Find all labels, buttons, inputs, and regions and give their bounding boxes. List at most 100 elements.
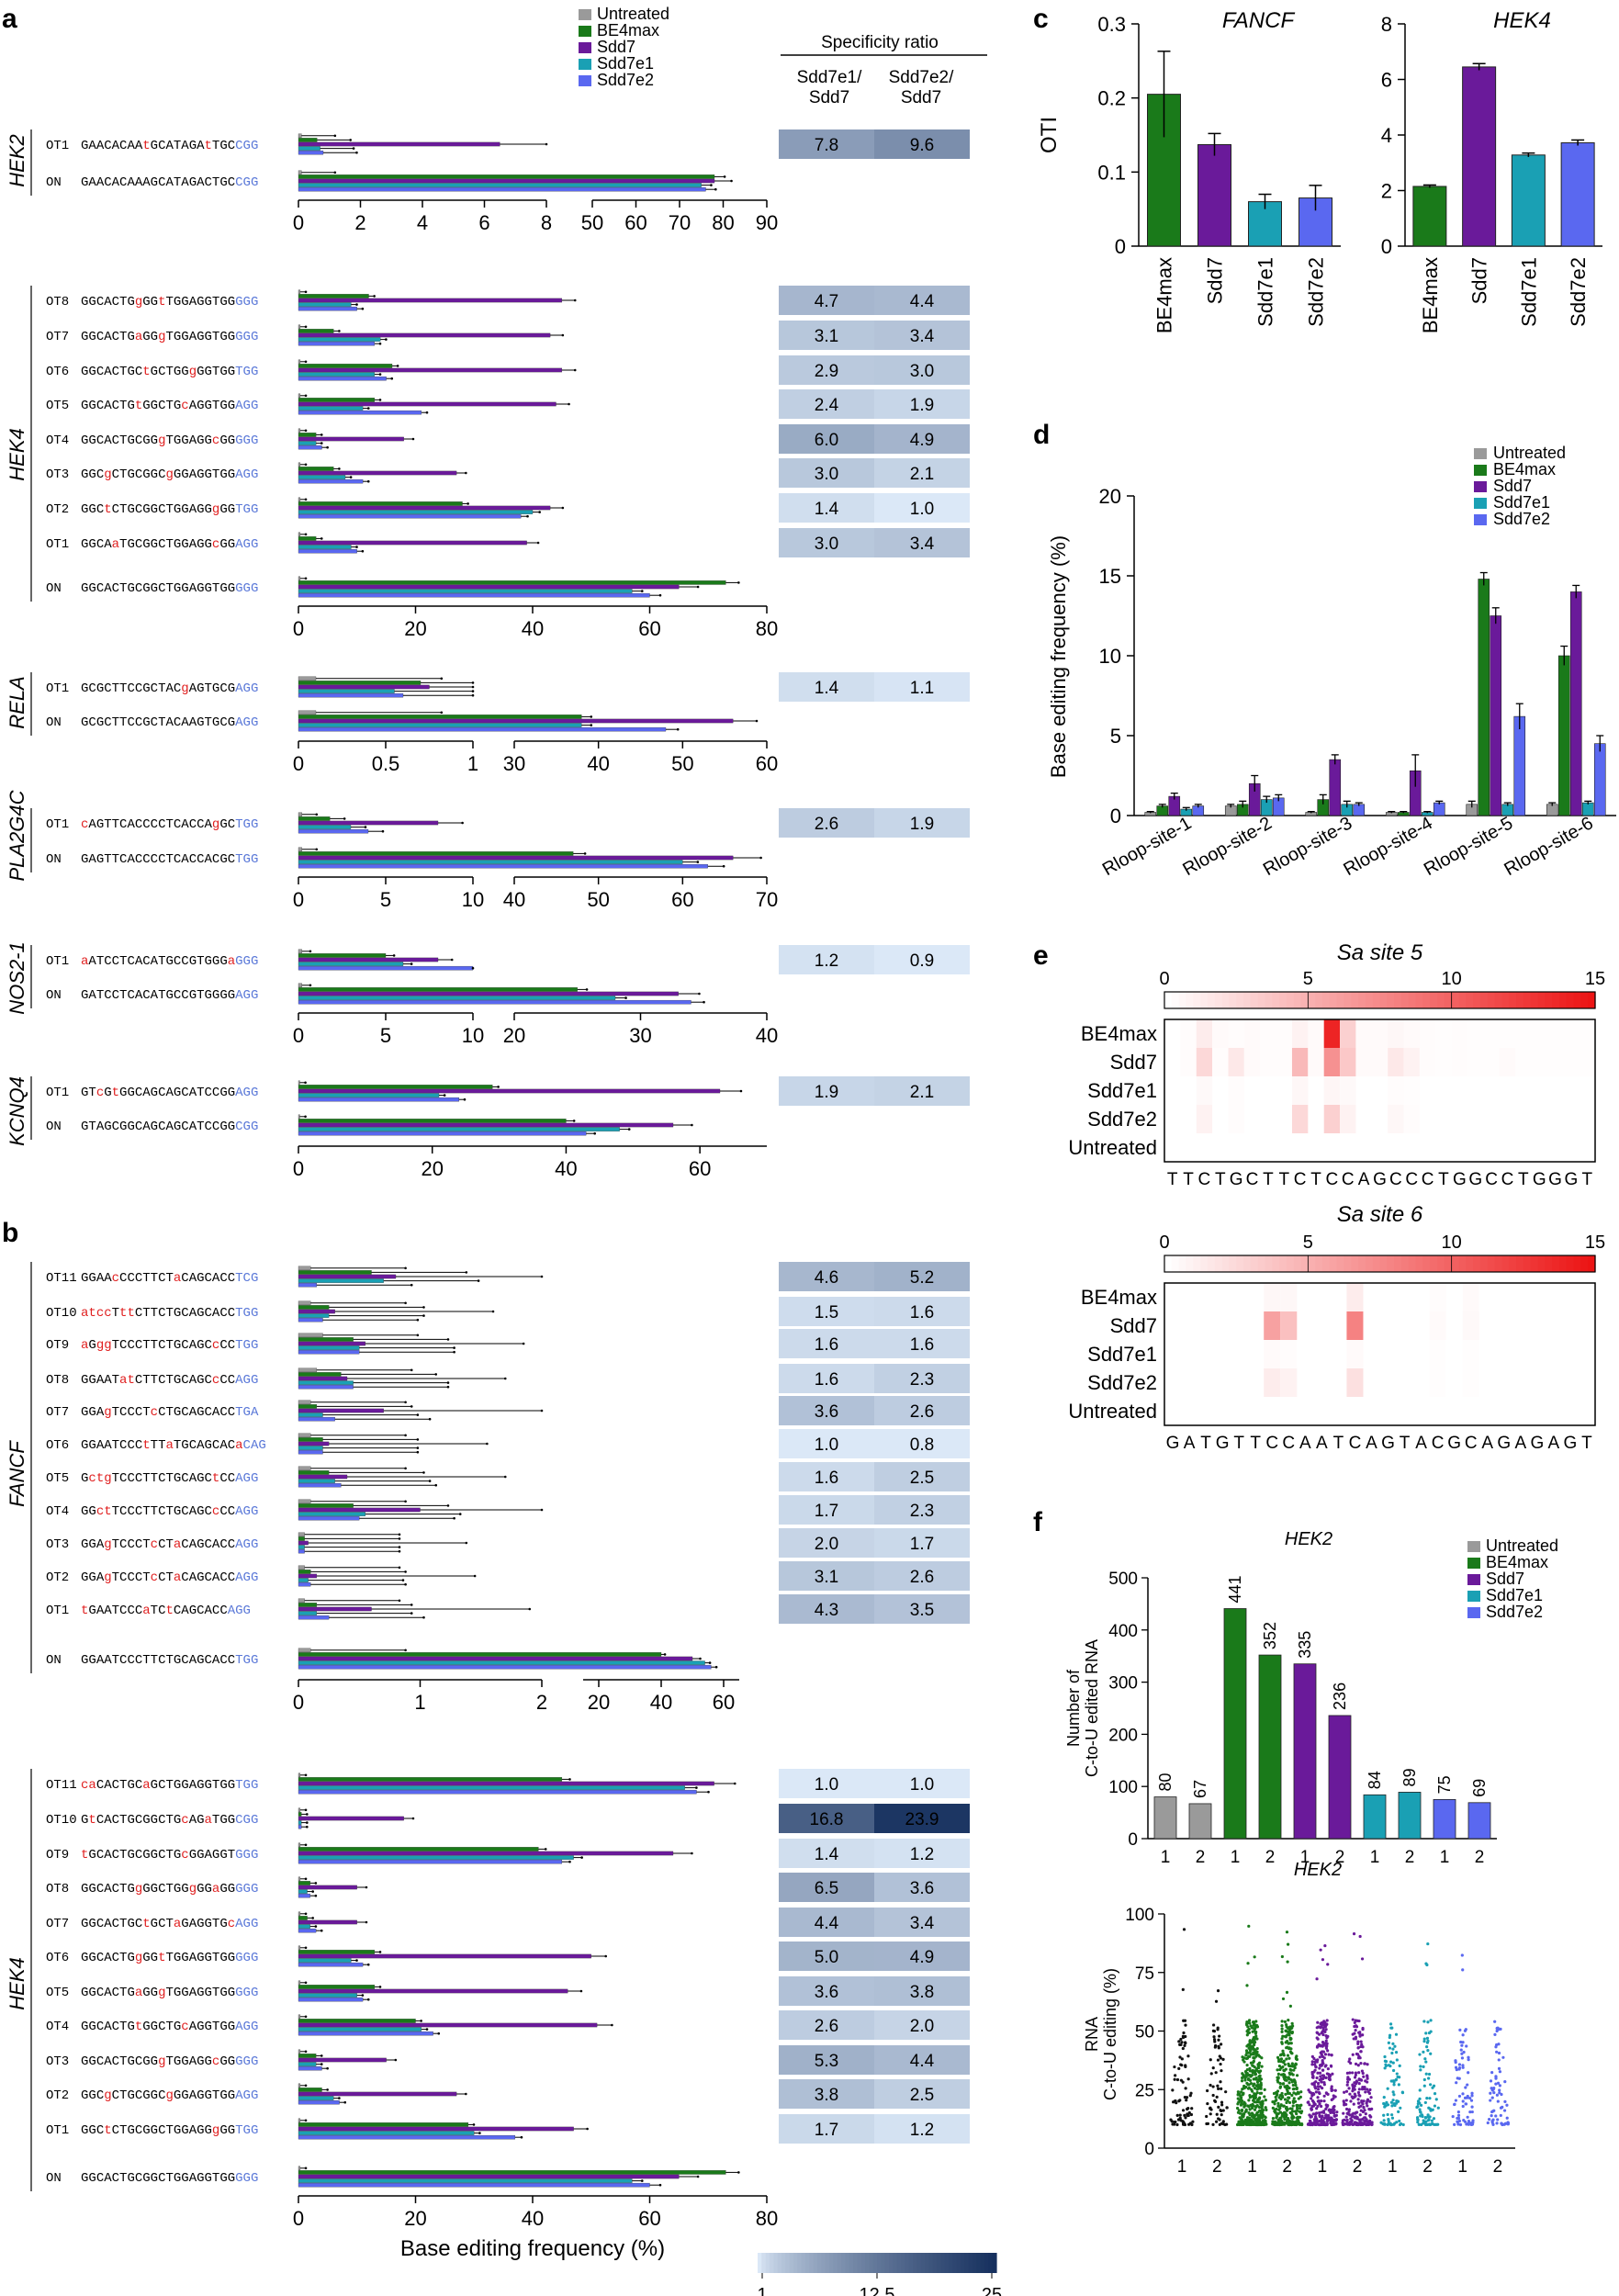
sequence-base: G [127, 2020, 134, 2034]
error-dot [365, 1885, 368, 1889]
bar-BE4max [298, 681, 422, 685]
ratio-cell [874, 1297, 970, 1326]
sequence-base: C [181, 1338, 188, 1353]
scale-step [1229, 1255, 1237, 1272]
scatter-point [1496, 2118, 1500, 2122]
scatter-point [1355, 2019, 1359, 2023]
scatter-point [1221, 2057, 1225, 2061]
sequence-base: C [174, 954, 181, 969]
scale-step [1422, 1255, 1431, 1272]
ratio-cell [874, 389, 970, 419]
bar-Sdd7e2 [298, 1548, 305, 1554]
sequence-base: A [88, 139, 96, 153]
site-label: ON [46, 581, 62, 596]
scatter-point [1358, 1934, 1362, 1939]
scatter-point [1286, 1942, 1290, 1946]
error-dot [714, 187, 717, 191]
scatter-point [1217, 2087, 1220, 2090]
sequence-base: C [228, 852, 235, 867]
sequence-base: C [142, 988, 150, 1003]
sequence-base: T [119, 330, 127, 344]
y-axis-label-line: RNA [1083, 2017, 1101, 2052]
sequence-base: G [81, 433, 88, 448]
sequence-base: T [142, 1504, 150, 1519]
sequence-base: G [127, 295, 134, 310]
sequence-base: G [127, 537, 134, 552]
sequence-base: A [235, 467, 243, 482]
ratio-cell [779, 458, 874, 488]
scatter-point [1356, 2101, 1361, 2105]
scatter-point [1332, 2094, 1335, 2098]
error-dot [503, 1475, 507, 1479]
sequence-base: G [142, 1986, 150, 2000]
scale-step [1164, 992, 1173, 1008]
scatter-point [1461, 2033, 1465, 2037]
site-label: OT10 [46, 1813, 77, 1828]
sequence-base: g [181, 681, 188, 696]
x-tick-label: 50 [671, 752, 693, 775]
error-dot [730, 179, 733, 183]
bar-value-label: 84 [1366, 1771, 1384, 1789]
bar-Sdd7e2 [298, 1997, 364, 2002]
bar-Sdd7 [298, 1885, 357, 1890]
scatter-point [1256, 2065, 1260, 2069]
sequence-base: T [165, 330, 173, 344]
scatter-point [1186, 2107, 1190, 2110]
sequence-base: G [251, 365, 258, 379]
bar-Sdd7e1 [298, 146, 320, 151]
sequence-base: G [174, 2088, 181, 2103]
scatter-point [1352, 2111, 1355, 2115]
scatter-point [1390, 2051, 1394, 2055]
sequence-base: C [135, 1306, 142, 1321]
scale-step [1372, 992, 1381, 1008]
sequence-base: C [228, 1504, 235, 1519]
scatter-point [1399, 2106, 1402, 2110]
ratio-cell [779, 321, 874, 350]
sequence-base: G [197, 1951, 204, 1965]
bar-value-label: 80 [1156, 1773, 1175, 1792]
sequence-base: C [127, 954, 134, 969]
scale-tick-label: 15 [1585, 1232, 1605, 1253]
scatter-point [1289, 2037, 1293, 2041]
sequence-base: G [228, 1778, 235, 1793]
sequence-base: G [251, 817, 258, 832]
bar-BE4max [298, 953, 387, 958]
scatter-point [1361, 2102, 1365, 2106]
scatter-point [1286, 2040, 1289, 2043]
colorbar-step [961, 2253, 965, 2273]
scatter-point [1255, 2090, 1259, 2095]
heat-cell [1563, 1048, 1580, 1076]
heat-cell [1429, 1340, 1446, 1368]
x-tick-label: 20 [421, 1157, 443, 1180]
sequence-base: C [205, 1271, 212, 1286]
bar-Sdd7e2 [298, 1789, 697, 1795]
scale-step [1509, 1255, 1517, 1272]
scatter-point [1276, 2092, 1279, 2097]
site-label: ON [46, 988, 62, 1003]
error-dot [315, 813, 319, 816]
scatter-point [1318, 2113, 1321, 2117]
sequence-base: C [96, 1882, 104, 1896]
scatter-point [1276, 2076, 1279, 2079]
error-dot [590, 724, 593, 726]
sequence-base: G [142, 330, 150, 344]
scatter-point [1249, 2082, 1254, 2086]
scatter-point [1183, 2043, 1186, 2048]
sequence-base: C [127, 1504, 134, 1519]
sequence-base: G [81, 581, 88, 596]
scatter-point [1366, 2104, 1369, 2108]
scatter-point [1248, 2108, 1252, 2111]
scatter-point [1246, 1962, 1250, 1965]
scatter-point [1289, 2047, 1293, 2051]
sequence-base: T [151, 1471, 158, 1486]
scatter-point [1283, 2020, 1287, 2023]
scatter-point [1261, 2115, 1265, 2119]
sequence-base: G [243, 175, 251, 190]
scatter-point [1468, 2097, 1472, 2100]
ratio-cell [779, 528, 874, 557]
sequence-base: C [158, 1813, 165, 1828]
scatter-point [1328, 2108, 1332, 2111]
scale-step [1242, 1255, 1252, 1272]
bar-Untreated [1153, 1796, 1177, 1840]
scatter-point [1287, 2086, 1291, 2090]
